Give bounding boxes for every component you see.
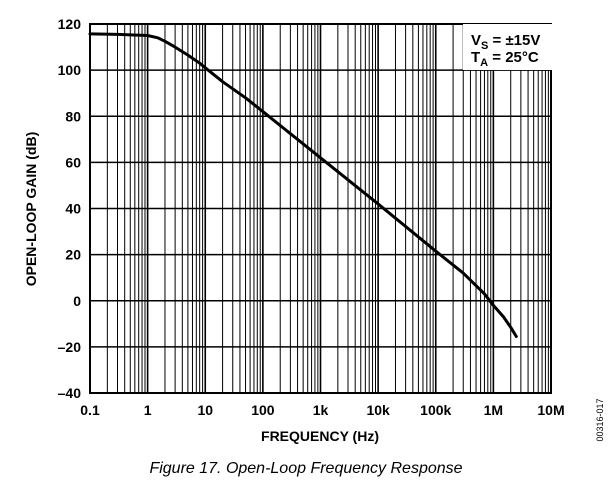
condition-supply: VS = ±15V [471,32,540,52]
y-axis-title: OPEN-LOOP GAIN (dB) [23,132,39,287]
y-tick-label: 0 [73,293,81,309]
gain-curve [88,32,518,338]
x-tick-label: 10M [537,402,564,418]
y-tick-label: 80 [65,108,81,124]
y-tick-label: 100 [58,62,82,78]
figure-caption: Figure 17. Open-Loop Frequency Response [149,460,462,477]
y-tick-label: 120 [58,16,82,32]
y-tick-labels: –40 –20 0 20 40 60 80 100 120 [58,16,82,401]
x-tick-label: 10k [366,402,390,418]
condition-temperature: TA = 25°C [471,49,539,69]
x-tick-label: 1 [144,402,152,418]
x-axis-title: FREQUENCY (Hz) [261,428,379,444]
conditions-box [463,24,555,70]
y-tick-label: 40 [65,201,81,217]
x-tick-label: 0.1 [80,402,100,418]
y-tick-label: 60 [65,154,81,170]
x-tick-label: 100k [420,402,451,418]
y-tick-label: 20 [65,247,81,263]
x-tick-label: 100 [251,402,275,418]
x-tick-label: 1k [313,402,329,418]
x-tick-label: 10 [197,402,213,418]
x-tick-label: 1M [484,402,503,418]
x-tick-labels: 0.1 1 10 100 1k 10k 100k 1M 10M [80,402,564,418]
y-tick-label: –40 [58,385,82,401]
series-layer [88,32,518,338]
plot-frame [89,23,552,394]
y-tick-label: –20 [58,339,82,355]
document-id: 00316-017 [595,398,605,441]
major-grid [89,23,552,394]
